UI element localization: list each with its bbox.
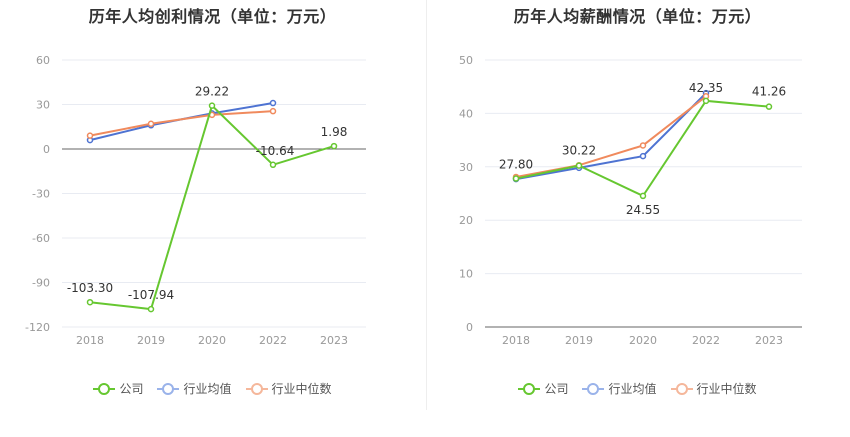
y-tick-label: 30 (459, 161, 473, 174)
data-point (86, 132, 94, 139)
data-point (702, 97, 710, 105)
data-point (639, 142, 647, 149)
data-point (147, 305, 155, 313)
x-tick-label: 2023 (755, 334, 783, 347)
x-tick-label: 2020 (198, 334, 226, 347)
legend-label: 行业均值 (183, 382, 232, 396)
legend-item-industry-avg[interactable]: 行业均值 (157, 380, 232, 397)
data-point (269, 161, 277, 169)
legend-line-dot-icon (93, 382, 116, 395)
panel-divider (426, 0, 427, 410)
legend-line-dot-icon (582, 382, 605, 395)
series-line (515, 95, 707, 178)
x-tick-label: 2020 (629, 334, 657, 347)
data-point (269, 107, 277, 115)
legend-item-company[interactable]: 公司 (518, 380, 568, 397)
data-point (512, 175, 520, 182)
legend-label: 行业中位数 (271, 382, 332, 396)
data-point (639, 192, 647, 200)
series-line (89, 110, 274, 137)
y-tick-label: 30 (36, 99, 50, 112)
legend-label: 公司 (544, 382, 569, 396)
salary-chart-plot: 50 40 30 20 10 0 2018 2019 2020 2022 2023 27.80 30.2… (459, 54, 802, 347)
x-tick-label: 2019 (137, 334, 165, 347)
chart-panel-profit: 历年人均创利情况（单位：万元） 60 30 0 -30 -60 -90 -120 2018 20… (0, 7, 425, 397)
series-line (89, 103, 335, 311)
chart-title: 历年人均创利情况（单位：万元） (88, 7, 337, 26)
chart-legend: 公司 行业均值 行业中位数 (0, 380, 425, 397)
y-tick-label: -30 (32, 188, 50, 201)
data-label: -103.30 (67, 281, 113, 295)
chart-legend: 公司 行业均值 行业中位数 (425, 380, 850, 397)
legend-item-company[interactable]: 公司 (93, 380, 143, 397)
data-point (330, 142, 338, 150)
data-label: 1.98 (321, 125, 348, 139)
data-label: 24.55 (626, 203, 660, 217)
x-tick-label: 2023 (320, 334, 348, 347)
y-tick-label: -60 (32, 232, 50, 245)
y-tick-label: -90 (32, 277, 50, 290)
y-tick-label: -120 (25, 321, 50, 334)
legend-line-dot-icon (670, 382, 693, 395)
legend-line-dot-icon (518, 382, 541, 395)
y-tick-label: 0 (466, 321, 473, 334)
legend-item-industry-avg[interactable]: 行业均值 (582, 380, 657, 397)
data-label: 27.80 (499, 158, 533, 172)
profit-chart-plot: 60 30 0 -30 -60 -90 -120 2018 2019 2020 2022 2023 -1… (25, 54, 366, 347)
data-point (269, 99, 277, 107)
data-label: 30.22 (562, 144, 596, 158)
data-label: 42.35 (689, 81, 723, 95)
series-line (515, 92, 707, 181)
y-tick-label: 60 (36, 54, 50, 67)
legend-item-industry-median[interactable]: 行业中位数 (670, 380, 757, 397)
data-point (639, 152, 647, 160)
series-line (89, 102, 274, 142)
chart-title: 历年人均薪酬情况（单位：万元） (513, 7, 762, 26)
chart-panel-salary: 历年人均薪酬情况（单位：万元） 50 40 30 20 10 0 2018 2019 2020 2… (425, 0, 850, 437)
data-label: -10.64 (256, 144, 295, 158)
data-point (765, 103, 773, 110)
y-tick-label: 0 (43, 143, 50, 156)
y-tick-label: 40 (459, 107, 473, 120)
legend-label: 行业均值 (608, 382, 657, 396)
y-tick-label: 10 (459, 268, 473, 281)
data-point (147, 120, 155, 128)
data-label: 41.26 (752, 85, 786, 99)
y-tick-label: 50 (459, 54, 473, 67)
x-tick-label: 2018 (502, 334, 530, 347)
x-tick-label: 2022 (259, 334, 287, 347)
data-label: 29.22 (195, 85, 229, 99)
data-point (86, 298, 94, 306)
y-tick-label: 20 (459, 214, 473, 227)
legend-label: 公司 (119, 382, 144, 396)
x-tick-label: 2022 (692, 334, 720, 347)
x-tick-label: 2018 (76, 334, 104, 347)
legend-label: 行业中位数 (696, 382, 757, 396)
data-point (208, 102, 216, 109)
data-label: -107.94 (128, 288, 174, 302)
legend-line-dot-icon (157, 382, 180, 395)
legend-line-dot-icon (245, 382, 268, 395)
x-tick-label: 2019 (565, 334, 593, 347)
data-point (575, 162, 583, 169)
legend-item-industry-median[interactable]: 行业中位数 (245, 380, 332, 397)
